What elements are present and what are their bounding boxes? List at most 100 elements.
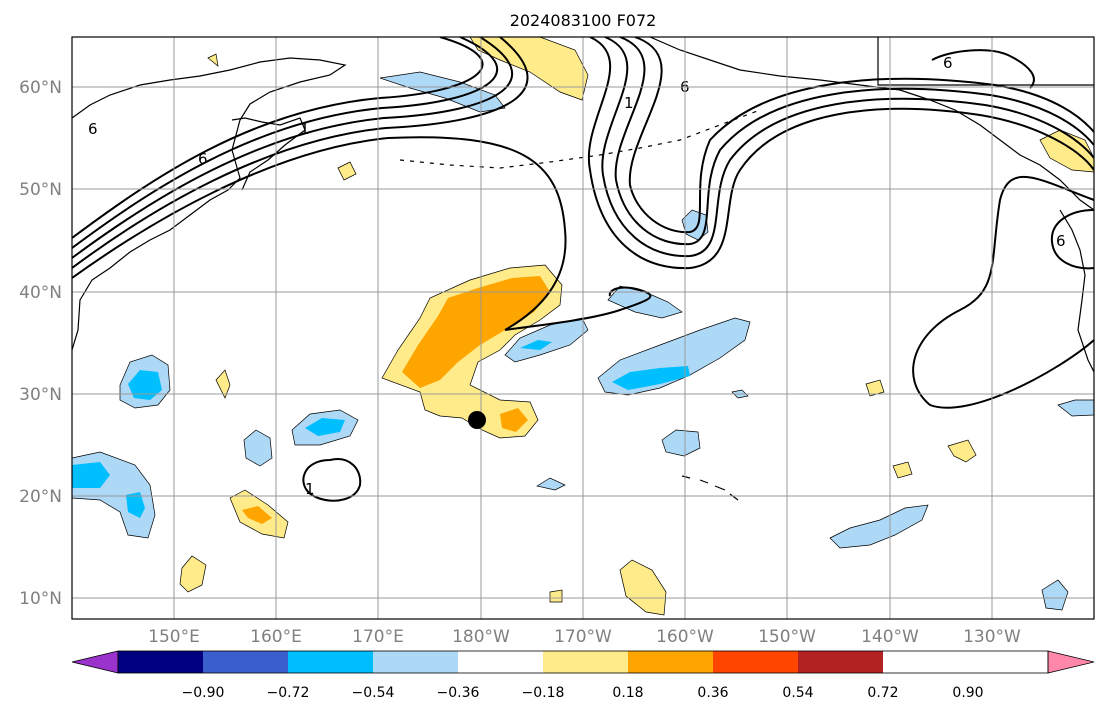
coastline-canada-border	[877, 37, 1094, 86]
contour-high-ne	[931, 49, 1035, 89]
colorbar-tick-label: 0.54	[782, 685, 813, 701]
lon-label: 150°E	[148, 627, 200, 647]
colorbar-tick-label: −0.36	[437, 685, 480, 701]
contour-band-1	[72, 37, 484, 239]
coastline-hawaii	[681, 475, 739, 501]
contour-low-ne	[1050, 209, 1094, 270]
contour-band-5	[72, 136, 567, 331]
colorbar-tick-label: 0.90	[952, 685, 983, 701]
colorbar-segment	[458, 651, 543, 673]
lon-label: 170°W	[554, 627, 612, 647]
lon-label: 170°E	[352, 627, 404, 647]
colorbar-segment	[373, 651, 458, 673]
negative-band-4	[379, 71, 506, 113]
contour-lines	[72, 37, 1094, 502]
lon-label: 140°W	[861, 627, 919, 647]
colorbar-tick-label: −0.54	[352, 685, 395, 701]
negative-west-2-core-b	[126, 492, 145, 518]
colorbar-tick-label: −0.72	[267, 685, 310, 701]
negative-band-2-core	[520, 340, 552, 350]
contour-band-3	[72, 37, 513, 259]
contour-ridge-west	[504, 286, 652, 331]
positive-south-1	[619, 559, 667, 616]
colorbar-tick-label: 0.36	[697, 685, 728, 701]
lon-label: 180°W	[452, 627, 510, 647]
lon-label: 160°E	[250, 627, 302, 647]
contour-label: 1	[624, 94, 634, 112]
shaded-fields	[72, 37, 1094, 616]
lat-label: 40°N	[19, 283, 62, 303]
colorbar-segment	[628, 651, 713, 673]
lat-label: 10°N	[19, 589, 62, 609]
colorbar-tick-label: 0.18	[612, 685, 643, 701]
positive-small-2	[549, 589, 563, 603]
contour-label: 6	[943, 54, 953, 72]
lat-label: 20°N	[19, 487, 62, 507]
colorbar-segment	[543, 651, 628, 673]
positive-anomaly-core	[402, 276, 550, 388]
contour-trough-3	[614, 37, 1094, 246]
lon-label: 160°W	[656, 627, 714, 647]
negative-east-5	[1041, 579, 1069, 611]
colorbar-max-extension	[1047, 650, 1095, 674]
gridlines	[72, 37, 1094, 619]
contour-trough-2	[601, 37, 1094, 258]
storm-position-marker	[468, 411, 486, 429]
positive-west-1-core	[242, 506, 272, 524]
colorbar-tick-label: −0.90	[182, 685, 225, 701]
negative-band-2	[504, 317, 589, 363]
contour-trough-4	[628, 37, 1094, 234]
positive-west-3	[215, 369, 231, 399]
negative-west-1-core	[128, 370, 162, 400]
lat-label: 60°N	[19, 78, 62, 98]
colorbar-segment	[798, 651, 883, 673]
positive-east-3	[892, 461, 913, 479]
negative-east-4	[1057, 399, 1094, 417]
contour-band-2	[72, 37, 498, 249]
colorbar-segment	[203, 651, 288, 673]
negative-east-2	[661, 429, 701, 457]
colorbar-tick-label: 0.72	[867, 685, 898, 701]
coastline-asia	[72, 57, 347, 351]
coastline-aleutians	[399, 109, 761, 169]
colorbar-segment	[118, 651, 203, 673]
negative-west-2-core	[72, 462, 110, 488]
contour-label: 6	[198, 150, 208, 168]
chart-title: 2024083100 F072	[510, 11, 657, 30]
negative-west-3-core	[305, 418, 345, 436]
negative-west-4	[243, 429, 273, 467]
positive-small-3	[207, 53, 219, 67]
negative-band-1-core	[612, 366, 690, 390]
longitude-labels: 150°E 160°E 170°E 180°W 170°W 160°W 150°…	[148, 627, 1021, 647]
colorbar-min-extension	[71, 650, 119, 674]
lat-label: 30°N	[19, 385, 62, 405]
colorbar-frame	[117, 650, 1049, 674]
contour-label: 1	[305, 480, 315, 498]
positive-west-2	[179, 555, 207, 593]
contour-label: 6	[88, 120, 98, 138]
lon-label: 130°W	[963, 627, 1021, 647]
coastline-na-west	[1059, 209, 1094, 373]
map-frame	[71, 36, 1095, 620]
colorbar-segment	[713, 651, 798, 673]
positive-anomaly-core-2	[500, 408, 528, 432]
negative-east-1	[829, 504, 929, 549]
contour-label: 6	[1056, 232, 1066, 250]
colorbar-segment	[288, 651, 373, 673]
lon-label: 150°W	[758, 627, 816, 647]
contour-trough-1	[587, 37, 1094, 270]
latitude-labels: 60°N 50°N 40°N 30°N 20°N 10°N	[19, 78, 62, 609]
map-area: 6 6 6 6 6 1 1 1	[72, 37, 1094, 619]
colorbar: −0.90 −0.72 −0.54 −0.36 −0.18 0.18 0.36 …	[71, 650, 1095, 701]
colorbar-tick-label: −0.18	[522, 685, 565, 701]
positive-east-1	[947, 439, 977, 463]
positive-east-2	[865, 379, 885, 397]
negative-small-1	[536, 477, 566, 491]
contour-low-1	[302, 458, 362, 502]
contour-label: 1	[300, 120, 310, 138]
lat-label: 50°N	[19, 180, 62, 200]
colorbar-ticks: −0.90 −0.72 −0.54 −0.36 −0.18 0.18 0.36 …	[182, 685, 984, 701]
contour-band-4	[72, 37, 529, 269]
positive-small-1	[337, 161, 357, 181]
